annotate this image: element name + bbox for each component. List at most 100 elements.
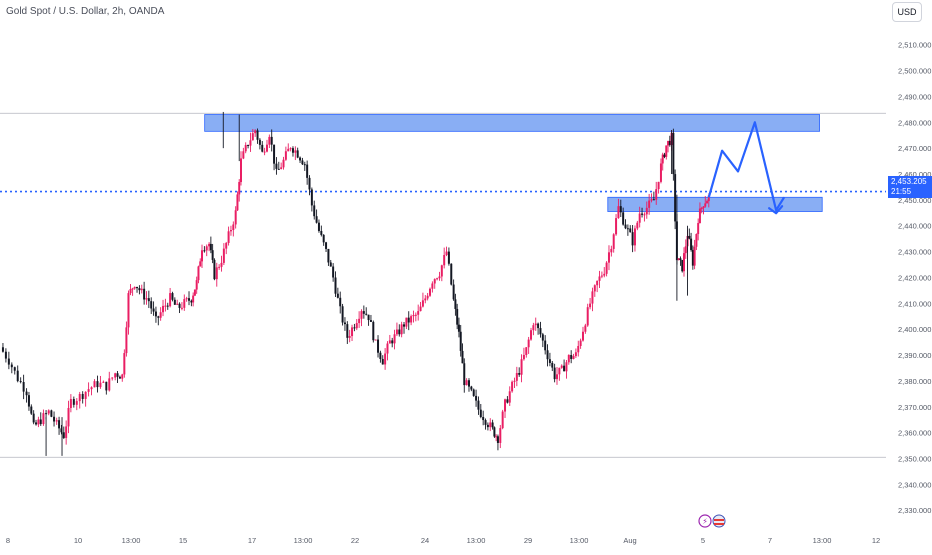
candle-body bbox=[574, 352, 577, 357]
candle-body bbox=[78, 393, 81, 402]
us-flag-stripes bbox=[714, 519, 724, 521]
candle-body bbox=[205, 246, 208, 251]
candle-body bbox=[27, 395, 30, 407]
candle-body bbox=[379, 352, 382, 359]
candle-body bbox=[650, 199, 653, 201]
candle-body bbox=[136, 286, 139, 289]
candle-body bbox=[501, 411, 504, 429]
candle-body bbox=[258, 139, 261, 145]
candle-body bbox=[215, 267, 218, 280]
candle-body bbox=[631, 232, 634, 246]
candle-body bbox=[429, 288, 432, 296]
candle-body bbox=[367, 314, 370, 321]
candle-body bbox=[706, 201, 709, 204]
candle-body bbox=[229, 230, 232, 232]
candle-body bbox=[58, 420, 61, 429]
y-tick-label: 2,400.000 bbox=[898, 325, 931, 334]
candle-body bbox=[495, 436, 498, 438]
candle-body bbox=[365, 313, 368, 315]
candle-body bbox=[695, 234, 698, 247]
candle-body bbox=[457, 324, 460, 332]
candle-body bbox=[341, 306, 344, 323]
candle-body bbox=[244, 144, 247, 152]
candle-body bbox=[626, 228, 629, 230]
candle-body bbox=[593, 285, 596, 292]
candle-body bbox=[37, 419, 40, 425]
candle-body bbox=[684, 246, 687, 254]
candle-body bbox=[612, 234, 615, 249]
candle-body bbox=[436, 278, 439, 280]
candle-body bbox=[164, 305, 167, 307]
candle-body bbox=[131, 288, 134, 290]
candle-body bbox=[407, 317, 410, 323]
candle-body bbox=[171, 293, 174, 300]
resistance-zone[interactable] bbox=[204, 114, 820, 132]
candle-body bbox=[482, 417, 485, 421]
candle-body bbox=[525, 347, 528, 355]
candle-body bbox=[581, 331, 584, 341]
candle-body bbox=[403, 324, 406, 327]
x-tick-label: 13:00 bbox=[467, 536, 486, 545]
candle-body bbox=[447, 251, 450, 264]
candle-body bbox=[32, 413, 35, 423]
candle-body bbox=[677, 258, 680, 261]
us-flag-stripes-2 bbox=[714, 523, 724, 525]
y-tick-label: 2,450.000 bbox=[898, 196, 931, 205]
candle-body bbox=[111, 377, 114, 379]
y-tick-label: 2,490.000 bbox=[898, 92, 931, 101]
candle-body bbox=[138, 288, 141, 291]
candle-body bbox=[185, 298, 188, 300]
candle-body bbox=[690, 238, 693, 250]
candle-body bbox=[563, 365, 566, 372]
candle-body bbox=[93, 381, 96, 388]
candle-body bbox=[277, 168, 280, 170]
y-tick-label: 2,330.000 bbox=[898, 506, 931, 515]
candle-body bbox=[617, 206, 620, 219]
candle-body bbox=[704, 203, 707, 207]
candle-body bbox=[362, 311, 365, 314]
candle-body bbox=[150, 301, 153, 309]
candle-body bbox=[19, 381, 22, 383]
x-tick-label: 15 bbox=[179, 536, 187, 545]
candle-body bbox=[484, 420, 487, 425]
candle-body bbox=[417, 311, 420, 315]
candle-body bbox=[310, 189, 313, 206]
candle-body bbox=[520, 359, 523, 375]
candle-body bbox=[218, 266, 221, 268]
candle-body bbox=[546, 350, 549, 360]
candle-body bbox=[339, 297, 342, 307]
candle-body bbox=[679, 258, 682, 261]
candle-body bbox=[400, 324, 403, 335]
candle-body bbox=[496, 436, 499, 443]
candle-body bbox=[84, 391, 87, 399]
candle-body bbox=[201, 250, 204, 262]
candle-body bbox=[220, 262, 223, 267]
candle-body bbox=[470, 386, 473, 390]
candle-body bbox=[551, 362, 554, 368]
candle-body bbox=[348, 336, 351, 338]
candle-body bbox=[558, 367, 561, 375]
projection-arrowhead bbox=[768, 205, 784, 215]
flash-event-icon[interactable] bbox=[698, 514, 712, 528]
projection-path[interactable] bbox=[707, 121, 786, 212]
candle-body bbox=[192, 295, 195, 303]
candle-body bbox=[477, 400, 480, 410]
y-tick-label: 2,410.000 bbox=[898, 299, 931, 308]
candle-body bbox=[374, 339, 377, 341]
candle-body bbox=[222, 248, 225, 263]
candle-body bbox=[358, 318, 361, 324]
candle-body bbox=[72, 399, 75, 405]
candle-body bbox=[605, 262, 608, 274]
candle-body bbox=[414, 314, 417, 316]
candle-body bbox=[39, 419, 42, 425]
candle-body bbox=[25, 391, 28, 396]
currency-button[interactable]: USD bbox=[892, 2, 922, 22]
candle-body bbox=[125, 327, 128, 354]
candle-body bbox=[467, 380, 470, 387]
candle-body bbox=[232, 224, 235, 231]
candle-body bbox=[254, 130, 257, 134]
candle-body bbox=[301, 160, 304, 165]
candle-body bbox=[598, 276, 601, 281]
